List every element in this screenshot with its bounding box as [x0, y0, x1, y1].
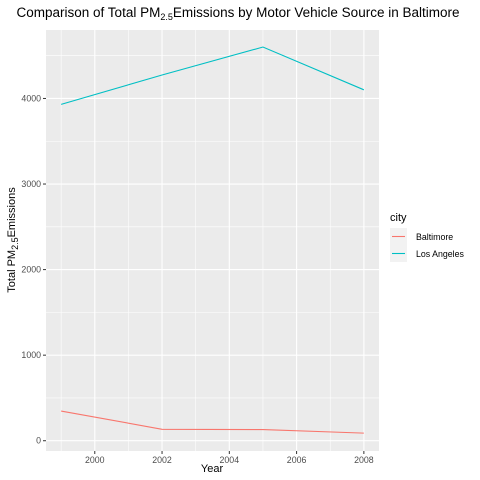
- legend-label: Los Angeles: [416, 249, 465, 259]
- x-tick-label: 2000: [85, 455, 105, 465]
- legend-title: city: [390, 212, 407, 224]
- plot-panel: [46, 30, 379, 451]
- y-tick-label: 2000: [21, 265, 41, 275]
- series-line-los-angeles: [60, 46, 365, 105]
- y-tick-label: 4000: [21, 93, 41, 103]
- y-axis-ticks: 0 1000 2000 3000 4000: [21, 93, 46, 446]
- major-gridlines: [46, 30, 379, 451]
- series-line-baltimore: [61, 410, 364, 434]
- legend-item-los-angeles: Los Angeles: [390, 245, 465, 262]
- y-tick-label: 3000: [21, 179, 41, 189]
- legend: city Baltimore Los Angeles: [390, 212, 465, 262]
- y-axis-title: Total PM2.5Emissions: [6, 187, 20, 293]
- x-tick-label: 2006: [287, 455, 307, 465]
- minor-gridlines: [46, 30, 379, 451]
- legend-label: Baltimore: [416, 232, 453, 242]
- x-tick-label: 2002: [152, 455, 172, 465]
- x-tick-label: 2004: [220, 455, 240, 465]
- legend-item-baltimore: Baltimore: [390, 228, 453, 245]
- y-tick-label: 1000: [21, 350, 41, 360]
- x-tick-label: 2008: [354, 455, 374, 465]
- series-lines: [60, 46, 365, 434]
- x-axis-title: Year: [201, 463, 224, 475]
- y-tick-label: 0: [36, 436, 41, 446]
- x-axis-ticks: 2000 2002 2004 2006 2008: [85, 451, 374, 465]
- chart-title: Comparison of Total PM2.5Emissions by Mo…: [17, 5, 460, 22]
